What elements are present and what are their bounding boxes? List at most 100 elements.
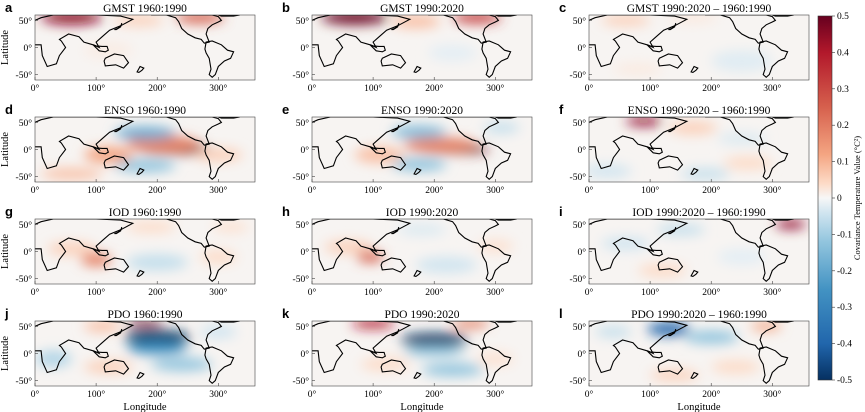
panel-title: ENSO 1990:2020 – 1960:1990 (628, 105, 771, 117)
coastline (413, 167, 422, 175)
coastline (92, 350, 109, 359)
x-tick-label: 0° (31, 287, 40, 298)
anomaly-blob (114, 126, 176, 140)
anomaly-blob (668, 15, 718, 24)
y-tick-label: 0° (577, 247, 586, 258)
temperature-field (35, 117, 255, 182)
coastline (312, 15, 412, 68)
coastline (380, 53, 407, 69)
x-tick-label: 0° (31, 389, 40, 400)
coastline (114, 22, 123, 31)
x-tick-label: 300° (763, 83, 781, 94)
coastline (380, 257, 407, 273)
anomaly-blob (595, 326, 632, 338)
map-panel: b GMST 1990:2020 0° 100° 200° 300° 50° 0° -50° (282, 0, 533, 94)
coastline (35, 15, 135, 68)
coastline (705, 117, 777, 146)
coastline (646, 248, 663, 257)
panel-letter: e (282, 102, 289, 117)
x-tick-label: 300° (763, 287, 781, 298)
x-tick-label: 300° (486, 287, 504, 298)
y-tick-label: 0° (577, 145, 586, 156)
anomaly-blob (35, 350, 72, 368)
anomaly-blob (723, 156, 773, 170)
y-tick-label: 50° (19, 322, 33, 333)
y-tick-label: -50° (570, 172, 587, 183)
temperature-field (589, 219, 809, 284)
x-axis-label: Longitude (677, 402, 720, 412)
anomaly-blob (452, 321, 490, 329)
coastline (114, 124, 123, 133)
anomaly-blob (126, 221, 176, 233)
x-tick-label: 100° (364, 389, 382, 400)
panel-title: IOD 1990:2020 – 1960:1990 (632, 207, 765, 219)
coastline (413, 371, 422, 379)
x-tick-label: 300° (486, 389, 504, 400)
map-panel: i IOD 1990:2020 – 1960:1990 0° 100° 200° 300°… (559, 204, 810, 298)
coastline (428, 321, 500, 350)
anomaly-blob (750, 322, 782, 331)
y-tick-label: 0° (577, 349, 586, 360)
coastline (495, 15, 517, 17)
coastline (151, 117, 223, 146)
coastline (589, 117, 689, 170)
panel-letter: b (282, 0, 290, 15)
x-tick-label: 100° (641, 287, 659, 298)
x-tick-label: 300° (486, 83, 504, 94)
anomaly-blob (126, 254, 188, 271)
colorbar-tick-label: 0.5 (837, 12, 849, 22)
y-tick-label: 50° (296, 16, 310, 27)
temperature-field (589, 117, 809, 182)
coastline (92, 248, 109, 257)
map-background (35, 15, 255, 80)
x-tick-label: 100° (641, 83, 659, 94)
panel-title: IOD 1990:2020 (386, 207, 459, 219)
anomaly-blob (391, 125, 447, 139)
y-tick-label: 50° (573, 16, 587, 27)
anomaly-blob (212, 221, 249, 233)
coastline (690, 167, 699, 175)
coastline (495, 117, 517, 119)
x-tick-label: 200° (702, 83, 720, 94)
x-tick-label: 0° (308, 389, 317, 400)
panel-letter: a (5, 0, 13, 15)
coastline (103, 155, 130, 171)
coastline (218, 15, 240, 17)
x-tick-label: 300° (209, 185, 227, 196)
y-tick-label: 0° (300, 43, 309, 54)
coastline (204, 142, 235, 181)
anomaly-blob (41, 15, 103, 25)
coastline (391, 226, 400, 235)
panel-letter: i (559, 204, 563, 219)
coastline (136, 371, 145, 379)
anomaly-blob (354, 146, 404, 164)
map-panel: l PDO 1990:2020 – 1960:1990 0° 100° 200° 300°… (559, 306, 810, 412)
coastline (136, 65, 145, 73)
map-panel: a GMST 1960:1990 0° 100° 200° 300° 50° 0° -50° La… (0, 0, 256, 94)
anomaly-blob (80, 253, 112, 267)
x-tick-label: 100° (364, 287, 382, 298)
coastline (136, 269, 145, 277)
anomaly-blob (123, 330, 191, 344)
coastline (92, 44, 109, 53)
coastline (657, 53, 684, 69)
anomaly-blob (711, 50, 773, 72)
y-tick-label: 0° (300, 349, 309, 360)
temperature-field (35, 219, 255, 284)
map-panel: c GMST 1990:2020 – 1960:1990 0° 100° 200° 300… (559, 0, 810, 94)
coastline (657, 155, 684, 171)
panel-letter: f (559, 102, 564, 117)
anomaly-blob (83, 321, 121, 332)
x-tick-label: 300° (209, 83, 227, 94)
coastline (114, 226, 123, 235)
coastline (772, 219, 794, 221)
y-tick-label: 50° (296, 322, 310, 333)
coastline (495, 321, 517, 323)
x-tick-label: 200° (702, 185, 720, 196)
coastline (369, 146, 386, 155)
x-tick-label: 300° (763, 389, 781, 400)
coastline (391, 328, 400, 337)
coastline (428, 219, 500, 248)
coastline (758, 244, 789, 283)
coastline (369, 44, 386, 53)
